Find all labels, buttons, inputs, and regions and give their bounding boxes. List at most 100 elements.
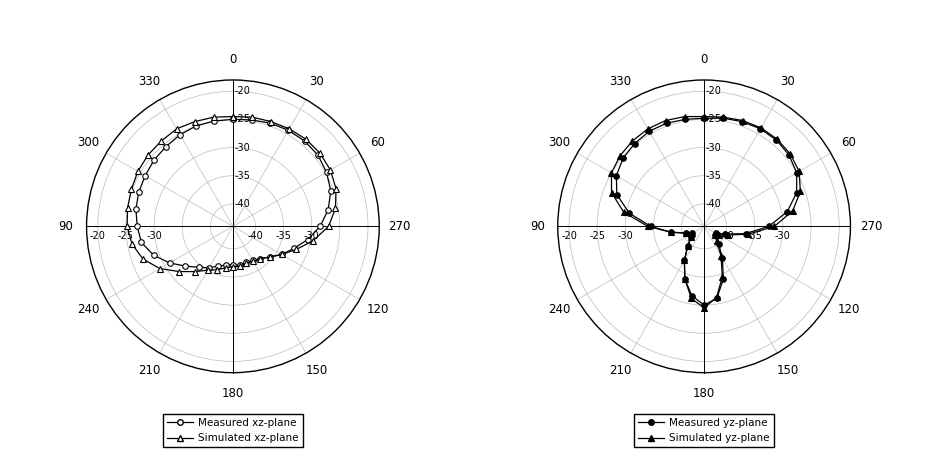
Measured xz-plane: [264, 254, 275, 260]
Measured xz-plane: [130, 206, 141, 212]
Text: 60: 60: [841, 137, 856, 149]
Measured xz-plane: [320, 170, 331, 175]
Text: -25: -25: [705, 114, 721, 124]
Measured yz-plane: [770, 137, 782, 143]
Simulated xz-plane: [247, 259, 258, 264]
Text: 30: 30: [780, 75, 794, 89]
Measured xz-plane: [191, 123, 202, 129]
Simulated yz-plane: [618, 209, 629, 215]
Measured yz-plane: [782, 152, 794, 158]
Measured xz-plane: [148, 157, 159, 163]
Simulated xz-plane: [208, 114, 219, 120]
Simulated xz-plane: [234, 263, 245, 269]
Simulated yz-plane: [680, 230, 691, 236]
Text: 150: 150: [305, 364, 327, 377]
Measured xz-plane: [209, 118, 220, 124]
Measured xz-plane: [180, 263, 191, 269]
Measured xz-plane: [193, 265, 204, 270]
Measured yz-plane: [665, 229, 676, 235]
Measured yz-plane: [623, 211, 635, 216]
Simulated yz-plane: [606, 170, 617, 176]
Measured xz-plane: [131, 224, 142, 229]
Simulated yz-plane: [710, 294, 722, 300]
Text: -30: -30: [705, 143, 721, 153]
Simulated xz-plane: [290, 247, 301, 252]
Simulated xz-plane: [227, 264, 239, 270]
Simulated xz-plane: [142, 152, 154, 158]
Text: -35: -35: [275, 231, 291, 241]
Simulated yz-plane: [742, 231, 753, 237]
Text: -30: -30: [146, 231, 162, 241]
Text: 90: 90: [529, 220, 544, 233]
Measured xz-plane: [133, 189, 144, 195]
Measured yz-plane: [790, 190, 801, 195]
Text: -20: -20: [90, 231, 106, 241]
Text: -25: -25: [589, 231, 605, 241]
Simulated xz-plane: [173, 269, 184, 275]
Measured yz-plane: [754, 126, 766, 132]
Simulated yz-plane: [685, 235, 696, 240]
Text: 120: 120: [837, 303, 859, 316]
Text: -40: -40: [718, 231, 734, 241]
Simulated xz-plane: [202, 268, 213, 273]
Measured yz-plane: [710, 296, 722, 301]
Measured xz-plane: [322, 207, 333, 212]
Simulated xz-plane: [125, 187, 137, 192]
Measured yz-plane: [697, 115, 709, 121]
Measured yz-plane: [685, 230, 696, 236]
Text: -30: -30: [774, 231, 790, 241]
Measured yz-plane: [709, 230, 721, 236]
Simulated yz-plane: [793, 169, 804, 174]
Measured yz-plane: [739, 231, 751, 236]
Measured yz-plane: [685, 293, 696, 299]
Simulated xz-plane: [330, 186, 342, 192]
Line: Simulated yz-plane: Simulated yz-plane: [608, 114, 802, 311]
Simulated yz-plane: [614, 153, 625, 159]
Simulated xz-plane: [227, 114, 239, 119]
Simulated yz-plane: [641, 224, 652, 229]
Measured xz-plane: [227, 262, 239, 268]
Simulated yz-plane: [685, 230, 696, 236]
Text: -20: -20: [234, 86, 250, 96]
Text: -35: -35: [234, 171, 250, 181]
Measured xz-plane: [212, 263, 224, 269]
Measured xz-plane: [247, 258, 258, 263]
Simulated xz-plane: [189, 269, 200, 275]
Measured yz-plane: [643, 129, 654, 134]
Text: 0: 0: [229, 53, 237, 66]
Simulated xz-plane: [323, 224, 334, 229]
Measured xz-plane: [283, 128, 294, 133]
Measured xz-plane: [160, 144, 171, 149]
Measured xz-plane: [136, 240, 147, 245]
Measured xz-plane: [276, 252, 287, 257]
Simulated yz-plane: [679, 114, 690, 120]
Text: 330: 330: [609, 75, 631, 89]
Text: -35: -35: [705, 171, 721, 181]
Measured xz-plane: [314, 224, 326, 229]
Line: Measured xz-plane: Measured xz-plane: [133, 117, 333, 270]
Simulated xz-plane: [212, 267, 223, 273]
Simulated xz-plane: [307, 238, 318, 244]
Simulated xz-plane: [138, 256, 149, 262]
Simulated xz-plane: [329, 205, 341, 211]
Measured yz-plane: [679, 276, 690, 282]
Simulated xz-plane: [170, 126, 182, 132]
Measured yz-plane: [610, 173, 622, 179]
Measured xz-plane: [148, 252, 159, 258]
Measured yz-plane: [697, 115, 709, 121]
Measured yz-plane: [716, 255, 727, 261]
Simulated yz-plane: [722, 232, 733, 238]
Simulated yz-plane: [665, 229, 676, 235]
Simulated yz-plane: [794, 188, 805, 194]
Text: 60: 60: [370, 137, 385, 149]
Simulated xz-plane: [314, 150, 326, 156]
Simulated xz-plane: [132, 169, 143, 174]
Measured yz-plane: [717, 276, 728, 282]
Line: Simulated xz-plane: Simulated xz-plane: [124, 114, 339, 275]
Measured xz-plane: [255, 256, 266, 261]
Simulated xz-plane: [241, 260, 252, 266]
Measured yz-plane: [790, 170, 801, 176]
Measured xz-plane: [299, 138, 310, 144]
Legend: Measured xz-plane, Simulated xz-plane: Measured xz-plane, Simulated xz-plane: [163, 414, 302, 447]
Simulated xz-plane: [246, 114, 257, 120]
